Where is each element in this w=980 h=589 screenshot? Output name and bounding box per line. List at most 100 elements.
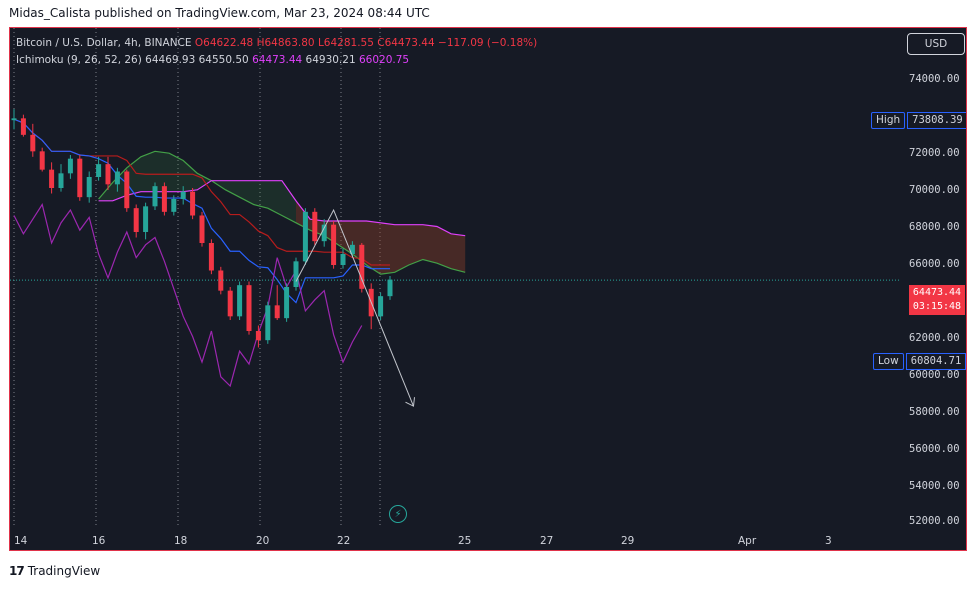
- candle-body: [199, 215, 205, 243]
- price-tick: 60000.00: [909, 369, 960, 381]
- chikou-span-line: [13, 202, 363, 388]
- candle-body: [227, 290, 233, 317]
- date-label: 20: [256, 535, 270, 547]
- low-value: 60804.71: [905, 353, 966, 370]
- candle-body: [77, 158, 83, 198]
- trend-arrow-drawing: [295, 208, 414, 407]
- candle-body: [171, 199, 177, 212]
- price-tick: 66000.00: [909, 258, 960, 270]
- candle-body: [331, 224, 337, 265]
- candle-body: [39, 151, 45, 170]
- price-tick: 56000.00: [909, 443, 960, 455]
- candle-body: [340, 254, 346, 265]
- candle-body: [349, 244, 355, 254]
- candle-body: [321, 224, 327, 242]
- candle-body: [387, 279, 393, 297]
- price-tick: 72000.00: [909, 147, 960, 159]
- candle-body: [105, 164, 111, 185]
- candle-body: [143, 206, 149, 232]
- candle-body: [133, 208, 139, 232]
- date-label: 14: [14, 535, 28, 547]
- price-tick: 68000.00: [909, 221, 960, 233]
- legend-symbol-row: Bitcoin / U.S. Dollar, 4h, BINANCE O6462…: [16, 35, 537, 52]
- price-tick: 52000.00: [909, 515, 960, 527]
- publish-line: Midas_Calista published on TradingView.c…: [9, 6, 430, 20]
- candle-body: [312, 211, 318, 242]
- date-label: 16: [92, 535, 106, 547]
- candle-body: [208, 243, 214, 271]
- lightning-icon[interactable]: ⚡: [389, 505, 407, 523]
- legend-low: L64281.55: [317, 37, 374, 49]
- candle-body: [86, 177, 92, 198]
- senkou-span-a-line: [98, 150, 466, 275]
- last-price-value: 64473.44: [912, 287, 962, 298]
- candle-body: [302, 211, 308, 262]
- date-label: 29: [621, 535, 635, 547]
- chart-frame[interactable]: Bitcoin / U.S. Dollar, 4h, BINANCE O6462…: [9, 27, 967, 551]
- footer-brand: 17 TradingView: [9, 564, 100, 578]
- date-label: Apr: [738, 535, 757, 547]
- legend-span-a-value: 64930.21: [305, 54, 356, 66]
- legend-chikou-value: 64473.44: [252, 54, 303, 66]
- ichimoku-cloud-bear: [296, 200, 466, 275]
- legend-kijun-value: 64550.50: [198, 54, 249, 66]
- date-label: 27: [540, 535, 554, 547]
- high-badge: High 73808.39: [871, 112, 966, 129]
- date-label: 25: [458, 535, 472, 547]
- chart-legend: Bitcoin / U.S. Dollar, 4h, BINANCE O6462…: [16, 35, 537, 69]
- legend-close: C64473.44: [377, 37, 435, 49]
- candle-body: [67, 158, 73, 174]
- legend-symbol[interactable]: Bitcoin / U.S. Dollar, 4h, BINANCE: [16, 37, 192, 49]
- low-label: Low: [873, 353, 904, 370]
- brand-name: TradingView: [27, 564, 101, 578]
- last-price-tag: 64473.44 03:15:48: [909, 285, 965, 315]
- candle-body: [20, 118, 26, 135]
- bar-countdown: 03:15:48: [912, 301, 962, 312]
- candle-body: [284, 287, 290, 319]
- chart-plot[interactable]: [10, 28, 967, 551]
- candle-body: [274, 305, 280, 319]
- senkou-span-b-line: [98, 180, 466, 237]
- date-label: 18: [174, 535, 188, 547]
- candle-body: [114, 171, 120, 185]
- candle-body: [49, 169, 55, 188]
- date-label: 3: [825, 535, 832, 547]
- low-badge: Low 60804.71: [873, 353, 966, 370]
- candle-body: [255, 331, 261, 341]
- price-tick: 58000.00: [909, 406, 960, 418]
- candle-body: [190, 191, 196, 216]
- tradingview-logo-icon: 17: [9, 564, 25, 578]
- candle-body: [246, 285, 252, 331]
- legend-indicator-name[interactable]: Ichimoku (9, 26, 52, 26): [16, 54, 142, 66]
- candle-body: [180, 191, 186, 199]
- price-tick: 74000.00: [909, 73, 960, 85]
- candle-body: [293, 261, 299, 287]
- trend-arrow-head: [405, 397, 415, 407]
- tenkan-sen-line: [13, 118, 390, 304]
- legend-indicator-row: Ichimoku (9, 26, 52, 26) 64469.93 64550.…: [16, 52, 537, 69]
- date-label: 22: [337, 535, 351, 547]
- candle-body: [11, 118, 17, 121]
- candle-body: [58, 173, 64, 188]
- price-tick: 70000.00: [909, 184, 960, 196]
- candle-body: [30, 134, 36, 152]
- high-label: High: [871, 112, 906, 129]
- candle-body: [359, 244, 365, 289]
- legend-open: O64622.48: [194, 37, 254, 49]
- legend-span-b-value: 66020.75: [358, 54, 410, 66]
- legend-change: −117.09 (−0.18%): [438, 37, 538, 49]
- candle-body: [161, 186, 167, 212]
- price-tick: 54000.00: [909, 480, 960, 492]
- candle-body: [237, 285, 243, 317]
- ichimoku-cloud-bull: [98, 151, 466, 275]
- legend-tenkan-value: 64469.93: [145, 54, 196, 66]
- candle-body: [152, 186, 158, 207]
- currency-button[interactable]: USD: [907, 33, 965, 55]
- candle-body: [124, 171, 130, 209]
- candle-body: [378, 296, 384, 317]
- candle-body: [96, 164, 102, 177]
- candle-body: [265, 305, 271, 341]
- price-tick: 62000.00: [909, 332, 960, 344]
- high-value: 73808.39: [907, 112, 966, 129]
- legend-high: H64863.80: [256, 37, 315, 49]
